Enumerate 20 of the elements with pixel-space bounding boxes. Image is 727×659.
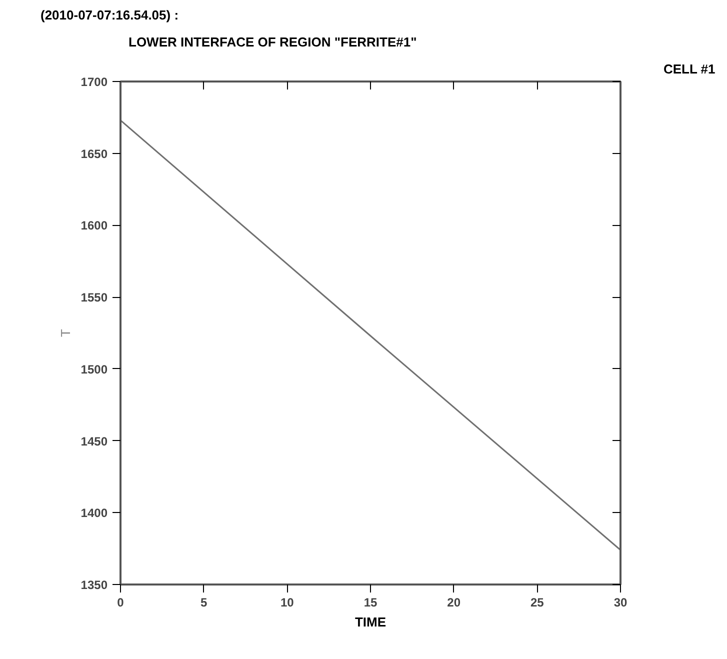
y-tick-label: 1350 bbox=[80, 578, 108, 592]
x-tick-label: 0 bbox=[117, 596, 124, 610]
y-tick-label: 1650 bbox=[80, 146, 108, 161]
text: CELL #1 bbox=[663, 62, 716, 76]
chart-title: (2010-07-07:16.54.05) : bbox=[40, 8, 179, 22]
x-tick-label: 20 bbox=[447, 596, 461, 610]
y-tick-label: 1700 bbox=[80, 75, 108, 89]
x-axis-title: TIME bbox=[354, 614, 386, 630]
x-tick-label: 15 bbox=[364, 596, 378, 610]
y-axis-title: T bbox=[58, 328, 73, 337]
y-tick-label: 1500 bbox=[80, 362, 108, 376]
y-tick-label: 1600 bbox=[80, 218, 108, 233]
chart-subtitle: LOWER INTERFACE OF REGION "FERRITE#1" bbox=[128, 34, 417, 50]
x-tick-label: 10 bbox=[280, 596, 294, 610]
y-tick-label: 1550 bbox=[80, 290, 108, 305]
x-tick-label: 30 bbox=[614, 596, 628, 610]
y-tick-label: 1400 bbox=[80, 506, 108, 520]
x-tick-label: 5 bbox=[200, 596, 208, 610]
y-tick-label: 1450 bbox=[80, 434, 108, 448]
x-tick-label: 25 bbox=[530, 596, 544, 610]
